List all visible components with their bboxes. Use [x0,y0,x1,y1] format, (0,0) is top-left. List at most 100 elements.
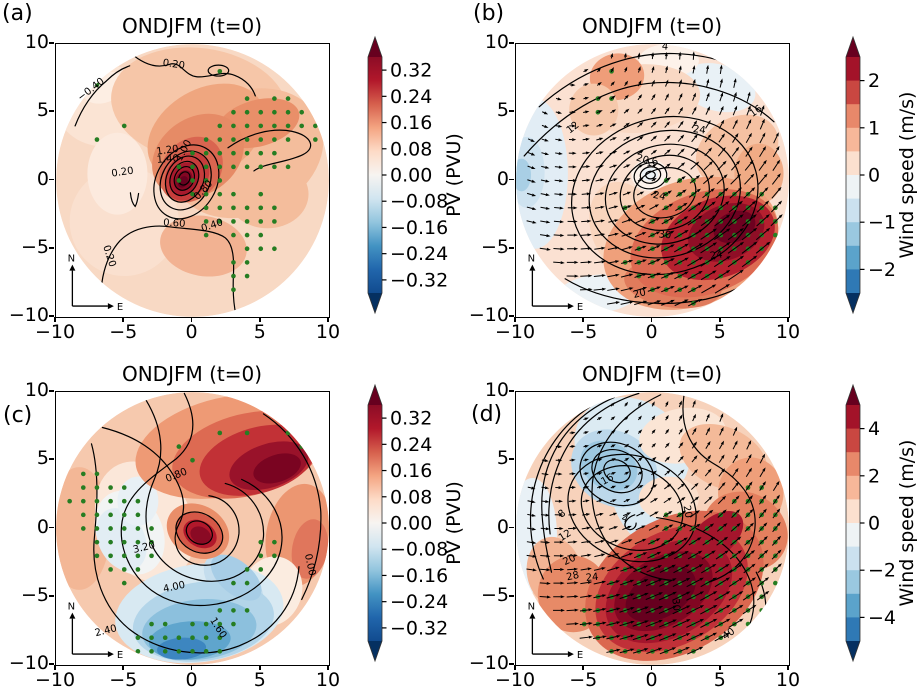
compass-north-label: N [528,602,535,613]
colorbar-tick-label: 0.24 [390,434,432,456]
contour-label: 24 [652,190,667,203]
y-tick-mark [509,110,514,113]
compass-icon: NE [528,602,584,661]
compass-north-label: N [528,254,535,265]
panel-letter: (b) [473,1,505,26]
quiver-arrows [526,400,781,654]
y-tick-label: −10 [8,304,49,326]
contour-lines [524,53,779,303]
x-tick-label: 0 [185,321,198,343]
quiver-arrows [527,51,783,306]
y-tick-label: −5 [20,583,49,606]
colorbar-segment [846,80,860,105]
x-tick-label: 0 [645,321,658,343]
colorbar-tick-label: −4 [868,607,896,629]
colorbar-segment [846,57,860,82]
y-tick-label: 5 [496,99,509,122]
y-tick-mark [49,42,54,44]
plot-area: 16 8 12 20 28 24 4 20 30 40 N E [515,391,790,666]
y-tick-label: −10 [468,304,509,326]
colorbar-tick-label: −1 [868,212,896,234]
plot-area: 4 16 24 12 20 16 24 30 24 20 N E [515,43,790,318]
y-tick-mark [49,526,54,529]
contour-label: 0.20 [162,58,186,72]
colorbar-extend-min [846,293,860,313]
x-tick-mark [514,665,516,670]
contour-label: 24 [585,572,599,584]
colorbar-tick-label: 1 [868,117,880,139]
y-tick-mark [49,594,54,597]
y-tick-label: 5 [496,447,509,470]
colorbar-segment [846,593,860,618]
y-tick-label: 0 [496,515,509,538]
colorbar: 0.32 0.24 0.16 0.08 0.00 −0.08 −0.16 −0.24 −0.32… [367,383,465,663]
y-tick-label: 10 [484,379,509,401]
x-tick-label: 5 [253,321,266,343]
compass-icon: NE [68,254,124,313]
colorbar-extend-min [368,641,382,661]
colorbar-tick-label: −0.16 [390,217,448,239]
y-tick-mark [49,458,54,461]
colorbar-tick-label: 0.24 [390,86,432,108]
y-tick-label: 10 [24,31,49,53]
colorbar-extend-min [368,293,382,313]
colorbar-axis-label: Wind speed (m/s) [896,92,918,259]
contour-label: 1.20 [156,144,180,158]
y-tick-mark [509,390,514,392]
colorbar-bar [368,405,382,641]
contour-label: 4 [620,513,630,526]
plot-area: 0.80 3.20 4.00 2.40 1.60 0.00 N E [55,391,330,666]
y-tick-mark [49,390,54,392]
plot-area: 0.20 −0.40 0.20 1.20 1.40 1.00 0.80 0.60 0.40 0.2… [55,43,330,318]
x-tick-mark [514,317,516,322]
colorbar-segment [846,499,860,524]
x-tick-label: −5 [109,321,138,343]
y-tick-mark [509,178,514,181]
contour-label: 24 [692,124,706,137]
x-tick-mark [258,317,261,322]
colorbar-tick-label: 0.00 [390,165,432,187]
compass-east-label: E [577,650,583,661]
panel-title: ONDJFM (t=0) [121,14,263,38]
compass-east-label: E [577,302,583,313]
stipple-dots [94,68,318,293]
x-tick-mark [190,317,193,322]
colorbar-segment [846,198,860,223]
panel-a: (a) ONDJFM (t=0) 0.20 −0.40 0.20 1.20 1.40 1.… [0,0,465,348]
compass-east-label: E [117,302,123,313]
colorbar-segment [846,428,860,453]
x-tick-label: 5 [253,669,266,691]
y-tick-label: 0 [496,167,509,190]
contour-label: 8 [556,508,568,521]
x-tick-label: −5 [569,669,598,691]
contour-label: 16 [645,156,660,169]
colorbar-tick-label: 0.00 [390,513,432,535]
contour-label: 30 [669,598,681,612]
x-tick-mark [54,665,56,670]
y-tick-mark [509,594,514,597]
colorbar-tick-label: 0.16 [390,460,432,482]
x-tick-mark [582,317,585,322]
x-tick-mark [787,665,789,670]
y-tick-mark [49,178,54,181]
compass-icon: NE [528,254,584,313]
colorbar-extend-max [846,37,860,57]
colorbar-tick-label: −0.32 [390,617,448,639]
colorbar-segment [846,269,860,294]
contour-label: 30 [658,229,671,241]
compass-north-label: N [68,254,75,265]
y-tick-mark [49,110,54,113]
colorbar-segment [846,127,860,152]
x-tick-mark [258,665,261,670]
colorbar-tick-label: 2 [868,465,880,487]
panel-letter: (d) [471,402,503,427]
colorbar-tick-label: −0.08 [390,539,448,561]
colorbar-tick-label: 0.16 [390,112,432,134]
x-tick-label: −5 [109,669,138,691]
compass-east-label: E [117,650,123,661]
contour-label: 0.60 [163,217,186,230]
